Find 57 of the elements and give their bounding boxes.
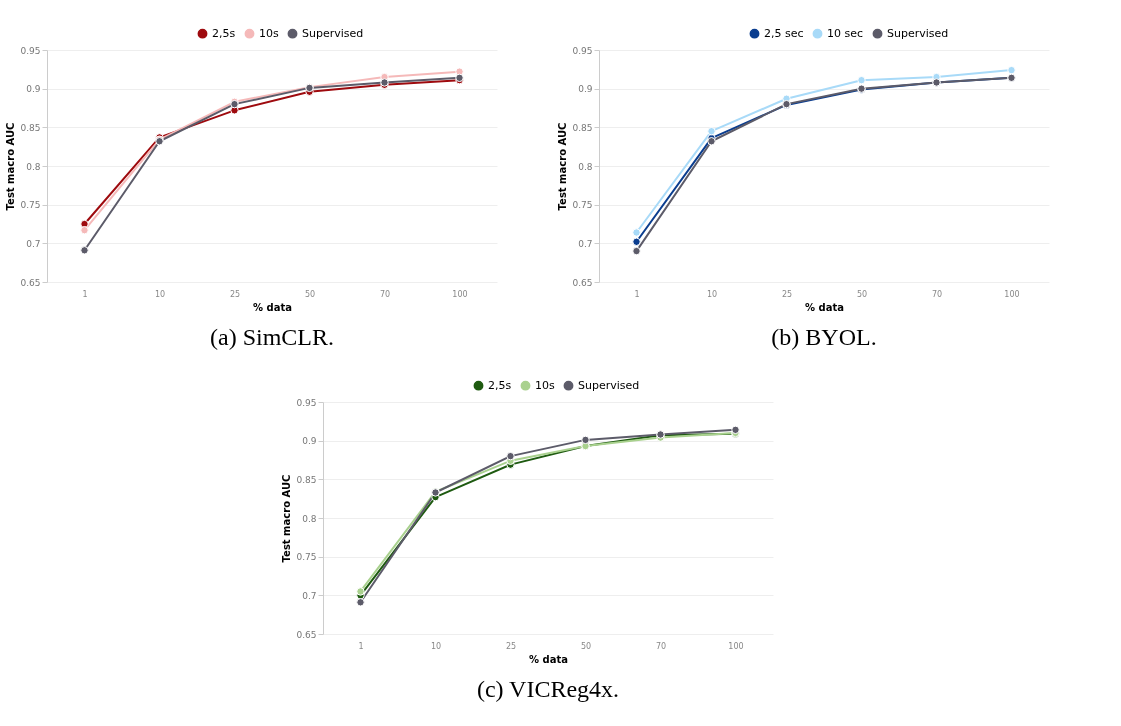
y-tick-label: 0.85	[296, 474, 317, 485]
y-tick-label: 0.9	[26, 84, 41, 95]
y-tick-label: 0.85	[20, 122, 41, 133]
x-tick-label: 1	[358, 641, 364, 651]
x-axis-title: % data	[805, 301, 844, 313]
y-tick-label: 0.95	[20, 45, 41, 56]
x-tick-label: 10	[154, 289, 166, 299]
y-tick-label: 0.95	[296, 397, 317, 408]
legend-label: 2,5s	[212, 26, 236, 40]
x-tick-label: 70	[379, 289, 391, 299]
x-tick-label: 100	[728, 641, 744, 651]
text: (b) BYOL.	[771, 324, 877, 350]
x-tick-label: 10	[430, 641, 442, 651]
x-tick-label: 1	[634, 289, 640, 299]
x-tick-label: 10	[706, 289, 718, 299]
y-tick-label: 0.75	[20, 200, 41, 211]
y-axis-title: Test macro AUC	[557, 122, 569, 211]
y-tick-label: 0.7	[302, 590, 317, 601]
text: (c) VICReg4x.	[476, 676, 620, 702]
x-tick-label: 1	[82, 289, 88, 299]
legend-label: 2,5s	[488, 378, 512, 392]
y-tick-label: 0.9	[302, 436, 317, 447]
x-tick-label: 50	[580, 641, 592, 651]
y-tick-label: 0.75	[296, 552, 317, 563]
y-tick-label: 0.8	[578, 161, 593, 172]
x-axis-title: % data	[529, 653, 568, 665]
y-tick-label: 0.8	[302, 513, 317, 524]
y-tick-label: 0.65	[20, 277, 41, 288]
x-tick-label: 50	[856, 289, 868, 299]
y-tick-label: 0.8	[26, 161, 41, 172]
y-axis-title: Test macro AUC	[5, 122, 17, 211]
y-tick-label: 0.65	[572, 277, 593, 288]
x-tick-label: 70	[931, 289, 943, 299]
y-tick-label: 0.65	[296, 629, 317, 640]
x-tick-label: 100	[1004, 289, 1020, 299]
legend-label: 10s	[259, 26, 279, 40]
legend-label: 10 sec	[827, 26, 864, 40]
x-tick-label: 25	[229, 289, 241, 299]
x-tick-label: 25	[781, 289, 793, 299]
legend-label: 10s	[535, 378, 555, 392]
legend-label: Supervised	[302, 26, 364, 40]
x-tick-label: 25	[505, 641, 517, 651]
y-tick-label: 0.9	[578, 84, 593, 95]
y-tick-label: 0.85	[572, 122, 593, 133]
y-tick-label: 0.7	[578, 238, 593, 249]
y-tick-label: 0.95	[572, 45, 593, 56]
y-axis-title: Test macro AUC	[281, 474, 293, 563]
x-tick-label: 100	[452, 289, 468, 299]
x-axis-title: % data	[253, 301, 292, 313]
legend-label: 2,5 sec	[764, 26, 804, 40]
x-tick-label: 50	[304, 289, 316, 299]
legend-label: Supervised	[887, 26, 949, 40]
y-tick-label: 0.75	[572, 200, 593, 211]
x-tick-label: 70	[655, 641, 667, 651]
legend-label: Supervised	[578, 378, 640, 392]
text: (a) SimCLR.	[210, 324, 334, 350]
y-tick-label: 0.7	[26, 238, 41, 249]
